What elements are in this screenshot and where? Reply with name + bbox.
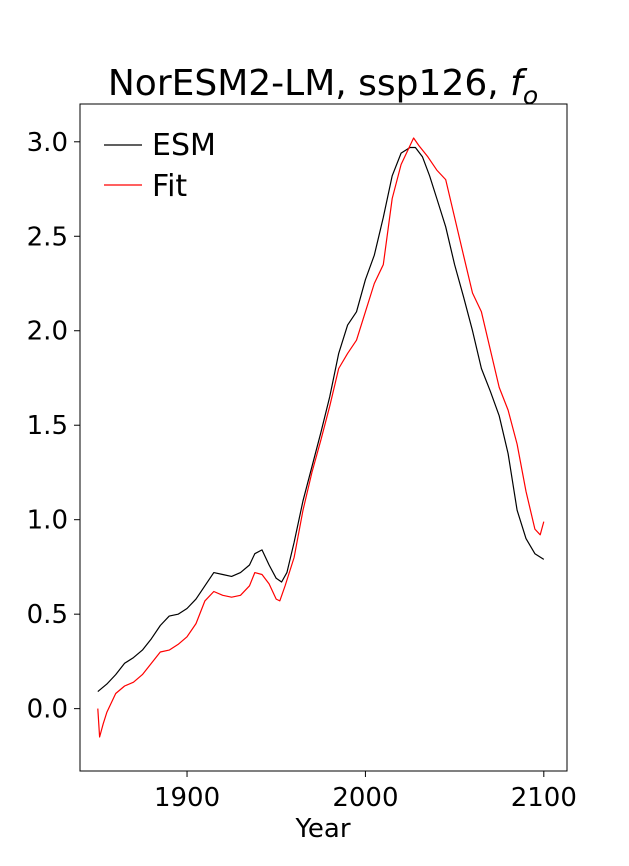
x-tick-label: 2100 bbox=[511, 783, 577, 813]
plot-area-frame bbox=[79, 103, 568, 772]
chart-title: NorESM2-LM, ssp126, fo bbox=[108, 63, 538, 110]
legend-label-fit: Fit bbox=[152, 169, 187, 204]
y-tick-label: 2.5 bbox=[27, 222, 68, 252]
chart-title-main: NorESM2-LM, ssp126, bbox=[108, 63, 510, 104]
y-tick-label: 0.5 bbox=[27, 600, 68, 630]
y-tick-label: 1.0 bbox=[27, 506, 68, 536]
legend: ESM Fit bbox=[104, 128, 216, 204]
x-axis-title: Year bbox=[294, 814, 350, 844]
y-tick-label: 3.0 bbox=[27, 128, 68, 158]
series-line-fit bbox=[97, 137, 545, 738]
x-tick-label: 2000 bbox=[332, 783, 398, 813]
series-line-esm bbox=[97, 146, 545, 693]
legend-label-esm: ESM bbox=[152, 128, 216, 163]
y-tick-label: 0.0 bbox=[27, 695, 68, 725]
chart-title-subscript: o bbox=[523, 81, 538, 110]
y-tick-label: 1.5 bbox=[27, 411, 68, 441]
series-lines bbox=[97, 137, 545, 738]
x-tick-label: 1900 bbox=[154, 783, 220, 813]
axis-ticks: 1900 2000 2100 0.0 0.5 1.0 1.5 2.0 2.5 3.0 bbox=[27, 128, 577, 813]
y-tick-label: 2.0 bbox=[27, 317, 68, 347]
